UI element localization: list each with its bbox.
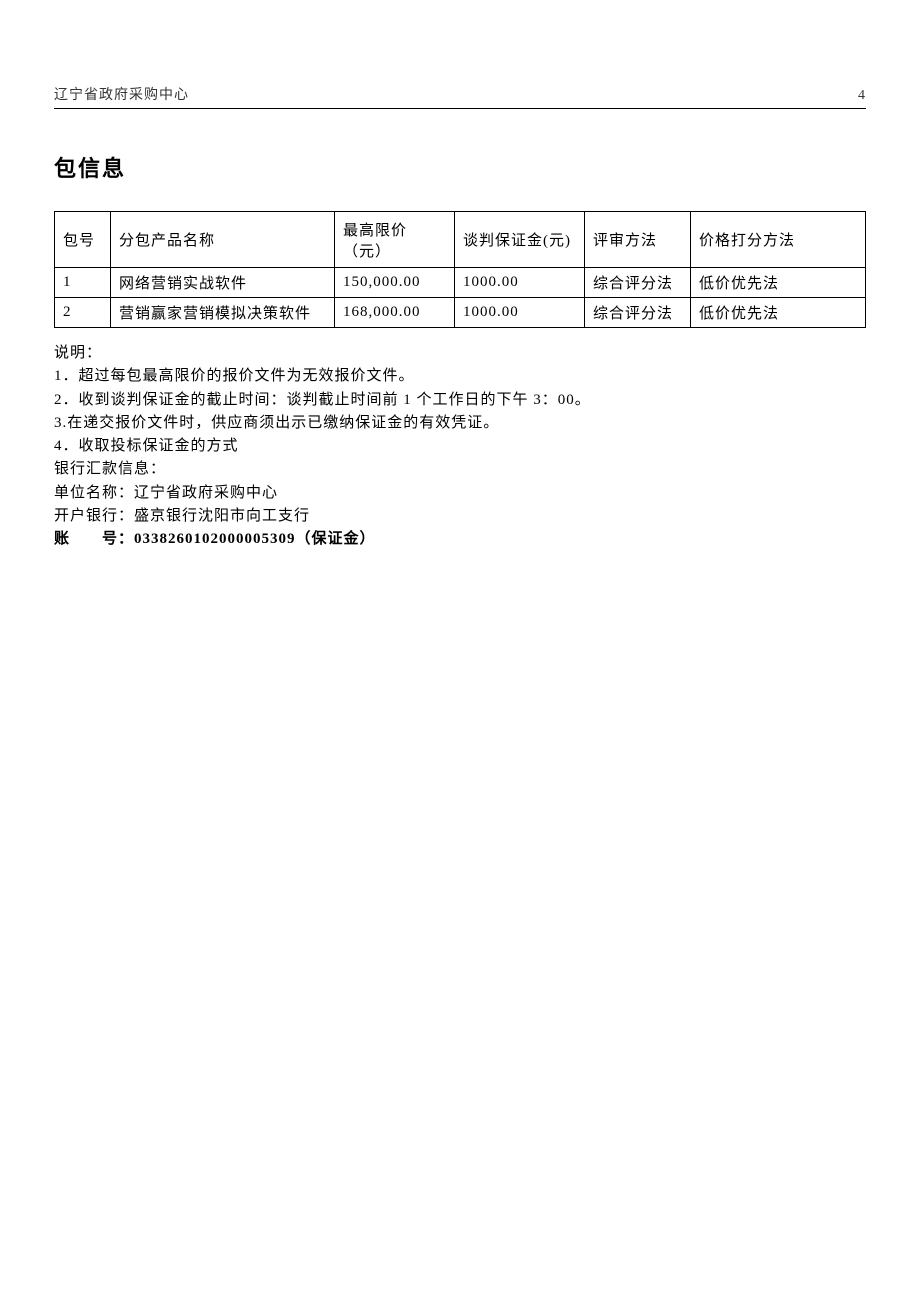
- note-3: 3.在递交报价文件时，供应商须出示已缴纳保证金的有效凭证。: [54, 412, 866, 435]
- th-max-price: 最高限价（元）: [335, 212, 455, 268]
- bank-label: 开户银行：: [54, 508, 134, 524]
- cell-max-price: 150,000.00: [335, 268, 455, 298]
- note-4: 4．收取投标保证金的方式: [54, 435, 866, 458]
- cell-no: 1: [55, 268, 111, 298]
- cell-method: 综合评分法: [585, 298, 691, 328]
- th-deposit: 谈判保证金(元): [455, 212, 585, 268]
- bank-info-label: 银行汇款信息：: [54, 458, 866, 481]
- header-org: 辽宁省政府采购中心: [54, 84, 189, 104]
- account-label: 账 号：: [54, 528, 134, 551]
- unit-value: 辽宁省政府采购中心: [134, 485, 278, 501]
- th-name: 分包产品名称: [111, 212, 335, 268]
- th-method: 评审方法: [585, 212, 691, 268]
- cell-name: 网络营销实战软件: [111, 268, 335, 298]
- note-2: 2．收到谈判保证金的截止时间：谈判截止时间前 1 个工作日的下午 3：00。: [54, 389, 866, 412]
- unit-line: 单位名称：辽宁省政府采购中心: [54, 482, 866, 505]
- cell-no: 2: [55, 298, 111, 328]
- package-table: 包号 分包产品名称 最高限价（元） 谈判保证金(元) 评审方法 价格打分方法 1…: [54, 211, 866, 328]
- notes-heading: 说明：: [54, 342, 866, 365]
- cell-name: 营销赢家营销模拟决策软件: [111, 298, 335, 328]
- cell-method: 综合评分法: [585, 268, 691, 298]
- cell-deposit: 1000.00: [455, 298, 585, 328]
- cell-price-method: 低价优先法: [691, 298, 866, 328]
- notes-block: 说明： 1．超过每包最高限价的报价文件为无效报价文件。 2．收到谈判保证金的截止…: [54, 342, 866, 551]
- table-header-row: 包号 分包产品名称 最高限价（元） 谈判保证金(元) 评审方法 价格打分方法: [55, 212, 866, 268]
- account-value: 0338260102000005309（保证金）: [134, 531, 376, 547]
- page-header: 辽宁省政府采购中心 4: [54, 84, 866, 109]
- document-page: 辽宁省政府采购中心 4 包信息 包号 分包产品名称 最高限价（元） 谈判保证金(…: [0, 0, 920, 1302]
- cell-deposit: 1000.00: [455, 268, 585, 298]
- section-title: 包信息: [54, 151, 866, 183]
- cell-max-price: 168,000.00: [335, 298, 455, 328]
- account-line: 账 号：0338260102000005309（保证金）: [54, 528, 866, 551]
- bank-line: 开户银行：盛京银行沈阳市向工支行: [54, 505, 866, 528]
- th-no: 包号: [55, 212, 111, 268]
- table-row: 1 网络营销实战软件 150,000.00 1000.00 综合评分法 低价优先…: [55, 268, 866, 298]
- table-row: 2 营销赢家营销模拟决策软件 168,000.00 1000.00 综合评分法 …: [55, 298, 866, 328]
- header-page-number: 4: [858, 88, 866, 104]
- bank-value: 盛京银行沈阳市向工支行: [134, 508, 310, 524]
- note-1: 1．超过每包最高限价的报价文件为无效报价文件。: [54, 365, 866, 388]
- th-price-method: 价格打分方法: [691, 212, 866, 268]
- cell-price-method: 低价优先法: [691, 268, 866, 298]
- unit-label: 单位名称：: [54, 485, 134, 501]
